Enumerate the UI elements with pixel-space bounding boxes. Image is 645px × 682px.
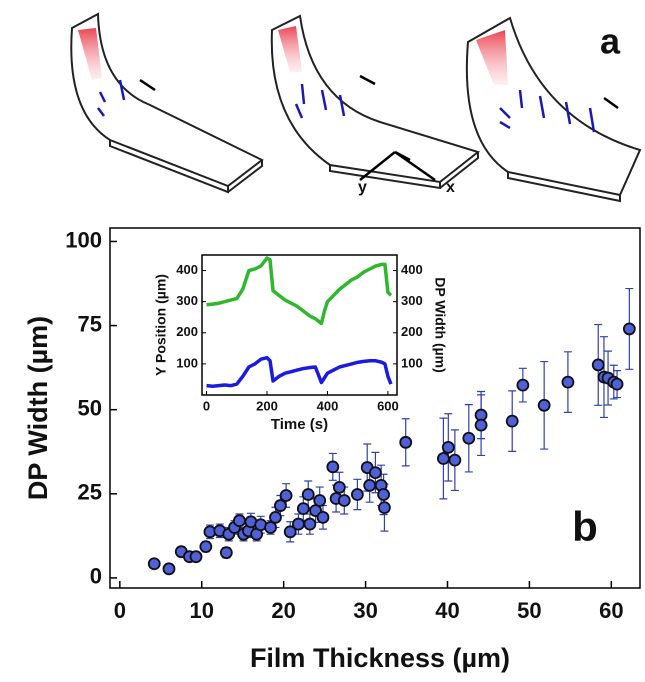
point <box>219 546 233 560</box>
y2-tick-label: 100 <box>401 355 423 370</box>
panel-label: a <box>600 21 621 62</box>
x-tick-label: 60 <box>599 598 623 623</box>
point <box>610 377 624 391</box>
x-tick-label: 30 <box>353 598 377 623</box>
point <box>537 398 551 412</box>
point <box>448 453 462 467</box>
x-tick-label: 400 <box>317 398 339 413</box>
point <box>561 375 575 389</box>
x-tick-label: 200 <box>256 398 278 413</box>
point <box>264 521 277 534</box>
point <box>441 440 455 454</box>
x-tick-label: 40 <box>435 598 459 623</box>
point <box>350 488 364 501</box>
y-tick-label: 200 <box>176 324 198 339</box>
y2-tick-label: 300 <box>401 293 423 308</box>
point <box>279 489 293 502</box>
point <box>301 488 315 501</box>
point <box>313 494 327 507</box>
plot-frame <box>201 254 398 396</box>
motion-arrows <box>139 74 619 182</box>
point <box>269 510 282 524</box>
point <box>462 431 476 445</box>
point <box>399 435 413 449</box>
x-axis-label: Time (s) <box>271 416 328 433</box>
film-edge <box>329 152 479 190</box>
y-tick-label: 400 <box>176 262 198 277</box>
point <box>233 514 246 528</box>
point <box>369 466 382 479</box>
y-tick-label: 100 <box>176 355 198 370</box>
point <box>326 460 340 474</box>
series-line <box>206 355 393 389</box>
point <box>474 418 488 432</box>
point <box>147 557 161 571</box>
axis-label: y <box>358 179 367 196</box>
point <box>283 525 297 539</box>
point <box>332 481 346 494</box>
glow <box>78 28 102 80</box>
y-tick-label: 50 <box>78 395 102 420</box>
series-line <box>206 256 393 326</box>
point <box>199 540 213 554</box>
x-tick-label: 0 <box>203 398 210 413</box>
point <box>162 562 176 576</box>
panel-a <box>70 12 642 203</box>
point <box>505 414 519 428</box>
point <box>337 494 351 507</box>
point <box>316 510 330 524</box>
y-tick-label: 25 <box>78 480 102 505</box>
y-axis-label: Y Position (µm) <box>153 274 169 376</box>
inset-chart: 0 200 400 600 100 200 300 400 100 200 300 400 Time (… <box>153 254 448 433</box>
point <box>516 378 530 392</box>
point <box>378 501 391 514</box>
x-tick-label: 20 <box>271 598 295 623</box>
film-edge <box>109 140 263 194</box>
point <box>377 488 391 501</box>
point <box>189 550 203 564</box>
y-tick-label: 100 <box>65 227 102 252</box>
point <box>303 517 317 531</box>
y-axis-label: DP Width (µm) <box>23 316 53 500</box>
glow <box>278 26 302 72</box>
y2-tick-label: 200 <box>401 324 423 339</box>
point <box>591 358 605 372</box>
y2-axis-label: DP Width (µm) <box>432 277 448 373</box>
y-tick-label: 75 <box>78 311 102 336</box>
x-tick-label: 0 <box>114 598 126 623</box>
y-tick-label: 0 <box>90 564 102 589</box>
plot-frame <box>109 227 641 589</box>
point <box>296 502 310 515</box>
y-tick-label: 300 <box>176 293 198 308</box>
point <box>292 517 305 531</box>
x-axis-label: Film Thickness (µm) <box>250 643 510 673</box>
y2-tick-label: 400 <box>401 262 423 277</box>
glow <box>476 30 508 85</box>
point <box>437 452 450 465</box>
film-sketch <box>70 12 264 188</box>
point <box>622 322 636 336</box>
film-sketch <box>465 16 642 197</box>
x-tick-label: 600 <box>377 398 399 413</box>
point <box>273 499 287 512</box>
panel-label: b <box>572 503 598 550</box>
arrows <box>97 79 596 133</box>
x-tick-label: 10 <box>190 598 214 623</box>
film-edge <box>507 172 621 203</box>
x-tick-label: 50 <box>517 598 541 623</box>
axis-label: x <box>446 179 455 196</box>
point <box>363 478 377 492</box>
